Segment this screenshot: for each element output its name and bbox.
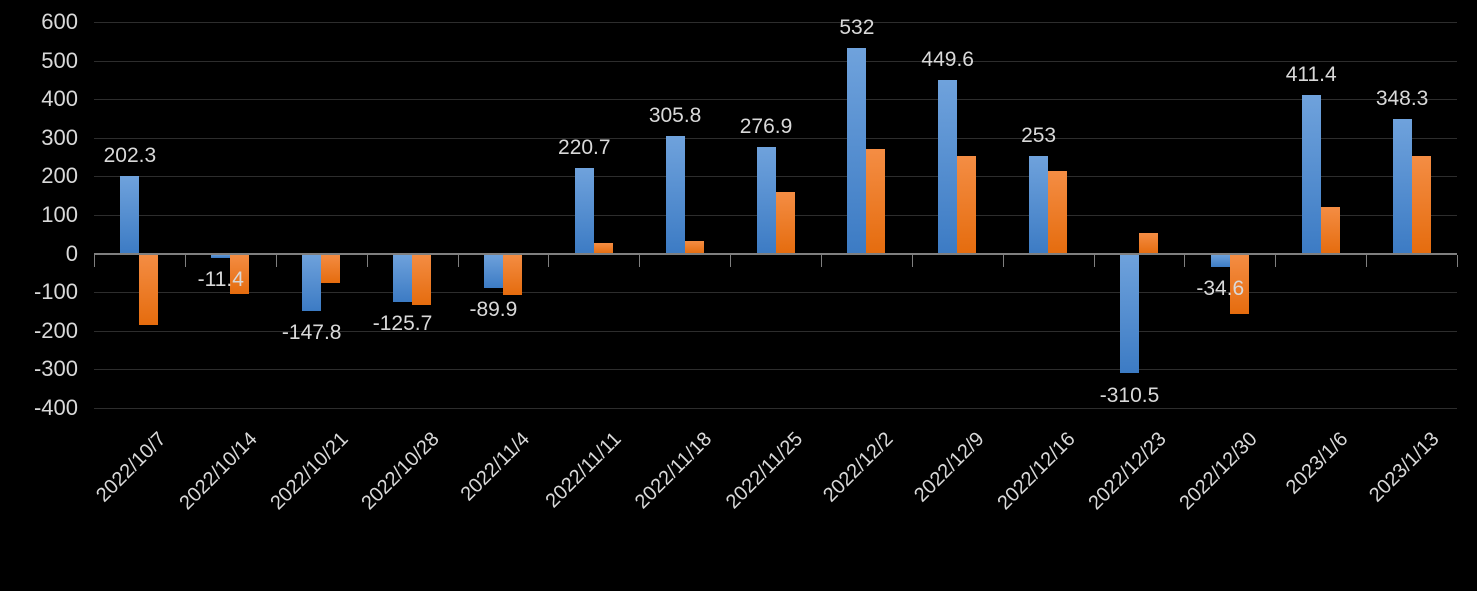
- x-axis-tick-mark: [911, 254, 913, 267]
- data-label: -11.4: [197, 268, 244, 291]
- data-label: -147.8: [281, 320, 342, 344]
- bar-series-blue-2022/11/25[interactable]: [756, 146, 776, 254]
- x-axis-category-label: 2022/11/18: [630, 428, 717, 514]
- data-label: 532: [839, 16, 875, 40]
- bar-series-blue-2022/11/4[interactable]: [483, 253, 503, 289]
- y-axis-tick-label: 200: [41, 163, 78, 189]
- bar-series-orange-2022/10/14[interactable]: [230, 253, 250, 295]
- bar-series-orange-2022/10/21[interactable]: [321, 253, 341, 284]
- bar-series-orange-2022/10/7[interactable]: [139, 253, 159, 325]
- gridline: [94, 22, 1457, 23]
- bar-series-orange-2023/1/6[interactable]: [1320, 207, 1340, 254]
- bar-series-orange-2022/11/4[interactable]: [502, 253, 522, 296]
- x-axis-tick-mark: [820, 254, 822, 267]
- data-label: -89.9: [469, 298, 518, 322]
- bar-series-blue-2022/12/9[interactable]: [938, 80, 958, 254]
- bar-series-blue-2022/12/16[interactable]: [1029, 155, 1049, 254]
- bar-series-blue-2022/12/23[interactable]: [1120, 253, 1139, 374]
- bar-series-orange-2022/12/9[interactable]: [957, 155, 977, 254]
- data-label: 202.3: [103, 143, 157, 167]
- x-axis-category-label: 2022/11/11: [541, 428, 626, 513]
- x-axis-tick-mark: [1184, 254, 1186, 267]
- bar-series-blue-2022/12/30[interactable]: [1210, 253, 1230, 267]
- x-axis-category-label: 2022/12/2: [819, 428, 898, 507]
- bar-series-orange-2022/12/2[interactable]: [866, 149, 886, 254]
- y-axis-tick-label: 400: [41, 86, 78, 112]
- bar-series-blue-2022/10/21[interactable]: [302, 253, 322, 311]
- x-axis-tick-mark: [1457, 254, 1458, 267]
- data-label: -34.6: [1196, 277, 1245, 300]
- y-axis-tick-label: 0: [65, 240, 78, 266]
- x-axis-tick-mark: [548, 254, 550, 267]
- x-axis-category-label: 2023/1/6: [1281, 428, 1353, 499]
- x-axis-tick-mark: [1093, 254, 1095, 267]
- bar-series-orange-2022/11/25[interactable]: [775, 191, 795, 254]
- x-axis-category-label: 2022/12/16: [993, 428, 1080, 515]
- bar-series-blue-2022/11/18[interactable]: [665, 135, 685, 254]
- x-axis-tick-mark: [730, 254, 732, 267]
- bar-series-orange-2022/12/23[interactable]: [1139, 232, 1158, 254]
- x-axis-tick-mark: [184, 254, 186, 267]
- x-axis-tick-mark: [1275, 254, 1277, 267]
- gridline: [94, 99, 1457, 101]
- y-axis-tick-label: -300: [33, 356, 78, 382]
- bar-series-blue-2022/10/14[interactable]: [211, 253, 231, 258]
- x-axis-tick-mark: [1002, 254, 1004, 267]
- data-label: 411.4: [1285, 62, 1337, 86]
- bar-series-orange-2022/10/28[interactable]: [412, 253, 431, 305]
- x-axis-tick-mark: [1366, 254, 1368, 267]
- data-label: 305.8: [648, 103, 702, 127]
- x-axis-tick-mark: [94, 254, 95, 267]
- y-axis-tick-label: -100: [33, 279, 78, 305]
- gridline: [94, 60, 1457, 62]
- data-label: -125.7: [372, 312, 433, 336]
- y-axis-tick-label: -400: [33, 395, 78, 420]
- bar-series-orange-2022/12/16[interactable]: [1048, 171, 1068, 254]
- x-axis-category-label: 2022/12/23: [1084, 428, 1171, 515]
- y-axis-tick-label: 100: [41, 202, 78, 227]
- x-axis-tick-mark: [275, 254, 277, 267]
- data-label: 348.3: [1375, 87, 1429, 111]
- x-axis-category-label: 2022/12/9: [910, 428, 989, 507]
- gridline: [94, 292, 1457, 294]
- bar-series-orange-2022/12/30[interactable]: [1229, 253, 1249, 314]
- data-label: 220.7: [558, 136, 611, 160]
- data-label: -310.5: [1099, 383, 1160, 407]
- bar-series-blue-2023/1/6[interactable]: [1301, 94, 1321, 254]
- gridline: [94, 176, 1457, 178]
- gridline: [94, 408, 1457, 409]
- gridline: [94, 330, 1457, 332]
- bar-series-blue-2022/10/7[interactable]: [120, 175, 140, 254]
- x-axis-category-label: 2022/10/21: [266, 428, 353, 515]
- bar-series-blue-2022/10/28[interactable]: [393, 253, 412, 303]
- y-axis-tick-label: 500: [41, 47, 78, 73]
- y-axis-tick-label: 600: [41, 9, 78, 34]
- y-axis-tick-label: -200: [33, 317, 78, 343]
- x-axis-category-label: 2023/1/13: [1364, 428, 1444, 507]
- x-axis-tick-mark: [457, 254, 459, 267]
- gridline: [94, 369, 1457, 371]
- data-label: 449.6: [921, 48, 974, 72]
- x-axis-category-label: 2022/11/4: [457, 428, 535, 506]
- x-axis-category-label: 2022/11/25: [721, 428, 808, 514]
- x-axis-tick-mark: [366, 254, 368, 267]
- bar-series-orange-2022/11/18[interactable]: [684, 240, 704, 254]
- bar-series-blue-2022/12/2[interactable]: [847, 48, 867, 254]
- x-axis-category-label: 2022/10/14: [175, 428, 262, 515]
- bar-series-blue-2023/1/13[interactable]: [1392, 119, 1412, 254]
- x-axis-category-label: 2022/10/28: [357, 428, 444, 515]
- x-axis-category-label: 2022/12/30: [1175, 428, 1262, 515]
- data-label: 276.9: [739, 114, 793, 138]
- bar-series-blue-2022/11/11[interactable]: [574, 168, 594, 254]
- gridline: [94, 137, 1457, 139]
- y-axis-tick-label: 300: [41, 124, 78, 150]
- x-axis-category-label: 2022/10/7: [92, 428, 171, 507]
- data-label: 253: [1021, 123, 1057, 147]
- bar-series-orange-2022/11/11[interactable]: [593, 242, 613, 254]
- bar-series-orange-2023/1/13[interactable]: [1411, 155, 1431, 254]
- x-axis-tick-mark: [639, 254, 641, 267]
- x-axis-line: [94, 252, 1457, 255]
